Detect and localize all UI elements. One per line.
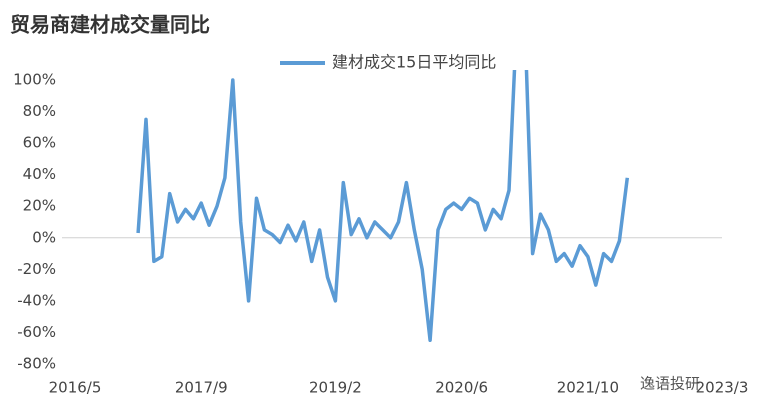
x-tick-label: 2016/5 bbox=[49, 379, 102, 397]
y-tick-label: -60% bbox=[17, 323, 56, 341]
x-tick-label: 2019/2 bbox=[309, 379, 362, 397]
legend-label: 建材成交15日平均同比 bbox=[332, 53, 496, 72]
y-tick-label: 60% bbox=[23, 134, 56, 152]
y-tick-label: 0% bbox=[32, 228, 56, 246]
y-tick-label: -40% bbox=[17, 291, 56, 309]
y-tick-label: 100% bbox=[13, 71, 56, 89]
chart-title: 贸易商建材成交量同比 bbox=[10, 13, 210, 37]
y-tick-label: 80% bbox=[23, 102, 56, 120]
watermark: 逸语投研 bbox=[640, 375, 700, 393]
x-tick-label: 2017/9 bbox=[175, 379, 228, 397]
y-tick-label: 20% bbox=[23, 197, 56, 215]
y-tick-label: 40% bbox=[23, 165, 56, 183]
x-tick-label: 2021/10 bbox=[557, 379, 619, 397]
y-tick-label: -20% bbox=[17, 260, 56, 278]
series-line bbox=[136, 70, 630, 343]
x-tick-label: 2020/6 bbox=[435, 379, 488, 397]
y-tick-label: -80% bbox=[17, 355, 56, 373]
x-tick-label: 2023/3 bbox=[696, 379, 749, 397]
